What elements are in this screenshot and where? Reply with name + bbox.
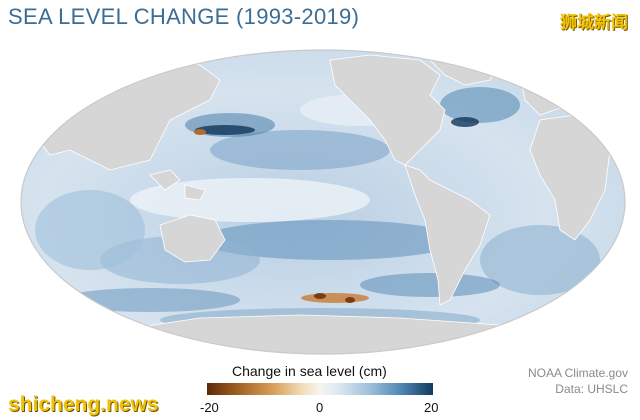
- watermark-chinese: 狮城新闻: [560, 13, 628, 33]
- legend-mid-label: 0: [316, 400, 324, 415]
- world-map: [20, 49, 626, 355]
- legend-title: Change in sea level (cm): [232, 363, 387, 379]
- credit-source: NOAA Climate.gov: [527, 366, 628, 380]
- legend-min-label: -20: [200, 400, 219, 415]
- sea-level-pattern: [29, 54, 611, 354]
- credit-data: Data: UHSLC: [555, 382, 628, 396]
- map-title: SEA LEVEL CHANGE (1993-2019): [8, 4, 360, 29]
- watermark-english: shicheng.news: [8, 393, 159, 416]
- legend-colorbar: [207, 383, 433, 395]
- globe-outline: [20, 49, 626, 355]
- legend-max-label: 20: [424, 400, 439, 415]
